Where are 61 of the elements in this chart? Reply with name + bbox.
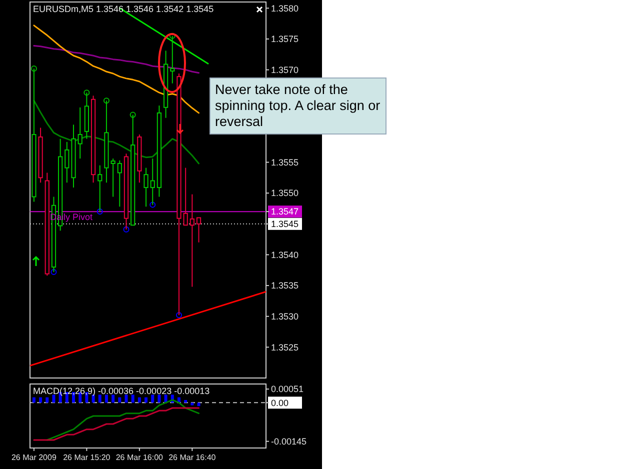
line-series [46, 399, 200, 441]
y-tick-label: 1.3575 [271, 34, 299, 44]
y-tick-label: -0.00145 [271, 436, 307, 446]
y-tick-label: 0.00051 [271, 384, 304, 394]
x-tick-label: 26 Mar 16:40 [168, 453, 216, 462]
line-series [33, 24, 200, 114]
bar [98, 394, 102, 403]
bar [151, 394, 154, 403]
y-tick-label: 0.00 [271, 398, 289, 408]
bar [52, 394, 56, 403]
bar [197, 402, 200, 406]
x-tick-label: 26 Mar 15:20 [63, 453, 111, 462]
bar [138, 397, 141, 403]
point [130, 112, 136, 118]
bar [164, 394, 168, 403]
bar [46, 397, 49, 403]
bar [158, 394, 161, 403]
chart-title: MACD(12,26,9) -0.00036 -0.00023 -0.00013 [33, 386, 210, 396]
bar [190, 402, 194, 406]
point [103, 98, 110, 104]
point [50, 268, 57, 275]
bar [112, 394, 115, 403]
bar [118, 397, 122, 403]
y-tick-label: 1.3535 [271, 280, 299, 291]
point [84, 90, 90, 96]
annotation: Never take note of the spinning top. A clear sign or reversal [215, 82, 381, 129]
x-tick-label: 26 Mar 2009 [11, 453, 57, 462]
line-series [33, 407, 200, 441]
bar [144, 397, 148, 403]
candlestick [117, 160, 122, 208]
bar [92, 394, 95, 403]
point [176, 312, 182, 318]
bar [131, 394, 134, 403]
y-tick-label: 1.3547 [271, 206, 299, 217]
candlestick [144, 167, 148, 208]
bar [32, 397, 36, 403]
y-tick-label: 1.3580 [271, 3, 299, 14]
bar [39, 397, 42, 403]
bar [104, 394, 108, 403]
candlestick [78, 106, 82, 160]
line-series [33, 100, 200, 164]
bar [184, 400, 188, 403]
candlestick [64, 141, 70, 184]
point [96, 208, 103, 215]
y-tick-label: 1.3555 [271, 157, 299, 168]
y-tick-label: 1.3530 [271, 312, 299, 322]
bar [124, 394, 128, 403]
y-tick-label: 1.3540 [271, 250, 299, 260]
y-tick-label: 1.3525 [271, 342, 299, 352]
point [150, 202, 156, 208]
y-tick-label: 1.3570 [271, 64, 299, 75]
y-tick-label: 1.3550 [271, 188, 299, 198]
x-tick-label: 26 Mar 16:00 [116, 453, 164, 462]
point [123, 226, 130, 232]
candlestick [183, 167, 188, 226]
chart-title: EURUSDm,M5 1.3546 1.3546 1.3542 1.3545 [33, 4, 214, 14]
line-series [33, 45, 200, 74]
candlestick [190, 194, 194, 288]
point [30, 66, 37, 72]
candlestick [196, 217, 202, 243]
y-tick-label: 1.3545 [271, 219, 299, 230]
